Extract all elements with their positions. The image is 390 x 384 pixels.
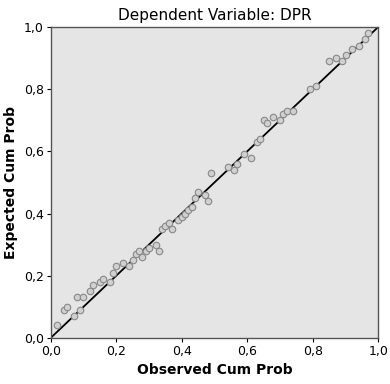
- Point: [143, 248, 149, 254]
- Point: [169, 226, 175, 232]
- Point: [264, 120, 270, 126]
- Point: [195, 189, 201, 195]
- Point: [71, 313, 77, 319]
- Point: [64, 304, 70, 310]
- Point: [247, 154, 254, 161]
- Point: [176, 217, 182, 223]
- Point: [185, 207, 191, 214]
- Point: [106, 279, 113, 285]
- Point: [129, 257, 136, 263]
- Point: [261, 117, 267, 123]
- Point: [139, 254, 145, 260]
- Point: [179, 214, 185, 220]
- Point: [120, 260, 126, 266]
- Point: [254, 139, 260, 145]
- Point: [136, 248, 142, 254]
- Point: [365, 30, 372, 36]
- Point: [80, 295, 87, 301]
- Point: [342, 52, 349, 58]
- Point: [339, 58, 346, 64]
- X-axis label: Observed Cum Prob: Observed Cum Prob: [136, 363, 292, 377]
- Point: [290, 108, 296, 114]
- Point: [208, 170, 215, 176]
- Point: [202, 192, 208, 198]
- Point: [313, 83, 319, 89]
- Point: [146, 245, 152, 251]
- Point: [156, 248, 162, 254]
- Point: [110, 270, 116, 276]
- Point: [333, 55, 339, 61]
- Point: [188, 204, 195, 210]
- Point: [231, 167, 237, 173]
- Point: [182, 210, 188, 217]
- Point: [90, 282, 96, 288]
- Point: [257, 136, 264, 142]
- Point: [77, 307, 83, 313]
- Point: [113, 263, 119, 270]
- Point: [362, 36, 368, 42]
- Point: [162, 223, 168, 229]
- Y-axis label: Expected Cum Prob: Expected Cum Prob: [4, 106, 18, 259]
- Point: [97, 279, 103, 285]
- Point: [326, 58, 332, 64]
- Point: [225, 164, 231, 170]
- Point: [152, 242, 159, 248]
- Point: [133, 251, 139, 257]
- Point: [165, 220, 172, 226]
- Point: [284, 108, 290, 114]
- Point: [159, 226, 165, 232]
- Point: [126, 263, 133, 270]
- Point: [87, 288, 93, 295]
- Point: [192, 195, 198, 201]
- Point: [280, 111, 286, 117]
- Point: [74, 295, 80, 301]
- Point: [205, 198, 211, 204]
- Point: [241, 151, 247, 157]
- Point: [54, 323, 60, 329]
- Point: [349, 46, 355, 52]
- Point: [234, 161, 241, 167]
- Point: [270, 114, 277, 120]
- Point: [356, 43, 362, 49]
- Point: [100, 276, 106, 282]
- Title: Dependent Variable: DPR: Dependent Variable: DPR: [118, 8, 311, 23]
- Point: [307, 86, 313, 92]
- Point: [277, 117, 283, 123]
- Point: [61, 307, 67, 313]
